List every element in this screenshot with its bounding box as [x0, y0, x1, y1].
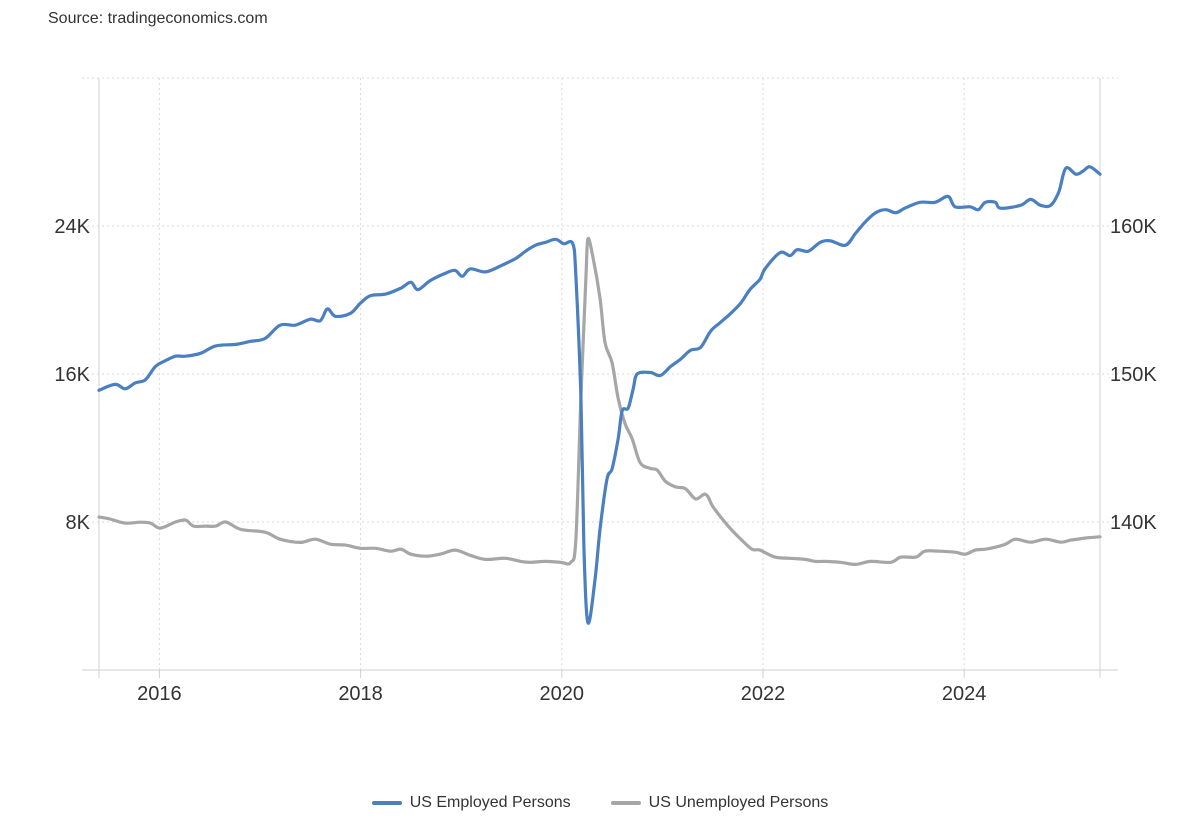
legend-label: US Employed Persons: [409, 794, 571, 811]
grid: [82, 77, 1118, 678]
x-tick-label: 2022: [741, 683, 786, 705]
left-y-tick-label: 16K: [54, 364, 90, 386]
x-tick-label: 2020: [540, 683, 585, 705]
axes: 2016 2018 2020 2022 2024 8K 16K 24K 140K 150K 160K: [54, 216, 1157, 705]
legend: US Employed Persons US Unemployed Person…: [0, 794, 1200, 812]
x-tick-label: 2024: [942, 683, 987, 705]
legend-item-employed[interactable]: US Employed Persons: [371, 794, 571, 812]
series-line-unemployed: [97, 236, 1102, 566]
right-y-tick-label: 150K: [1110, 364, 1157, 386]
x-tick-label: 2018: [338, 683, 383, 705]
series-lines: [97, 165, 1102, 625]
source-label: Source: tradingeconomics.com: [48, 10, 268, 27]
legend-item-unemployed[interactable]: US Unemployed Persons: [610, 794, 829, 812]
legend-swatch: [371, 801, 402, 805]
right-y-tick-label: 160K: [1110, 216, 1157, 238]
legend-label: US Unemployed Persons: [648, 794, 829, 811]
left-y-tick-label: 24K: [54, 216, 90, 238]
left-y-tick-label: 8K: [66, 512, 91, 534]
series-line-employed: [97, 165, 1102, 625]
right-y-tick-label: 140K: [1110, 512, 1157, 534]
x-tick-label: 2016: [137, 683, 182, 705]
legend-swatch: [610, 801, 641, 805]
